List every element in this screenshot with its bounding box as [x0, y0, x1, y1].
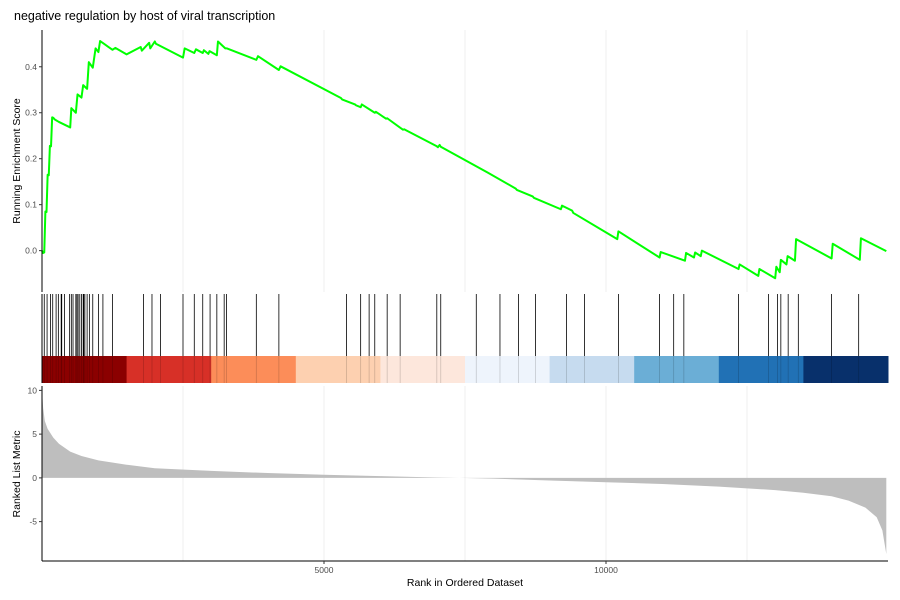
- colorbar-segment: [634, 356, 720, 383]
- colorbar-segment: [803, 356, 889, 383]
- y-tick-label-score: 0.4: [25, 62, 37, 72]
- x-axis-title: Rank in Ordered Dataset: [407, 577, 523, 589]
- metric-layer: [42, 390, 887, 554]
- colorbar-segment: [42, 356, 128, 383]
- y-axis-title-running-score: Running Enrichment Score: [11, 98, 23, 224]
- y-axis-title-metric: Ranked List Metric: [11, 431, 23, 518]
- y-tick-label-score: 0.0: [25, 246, 37, 256]
- y-tick-label-metric: 0: [32, 473, 37, 483]
- y-tick-label-score: 0.3: [25, 108, 37, 118]
- y-tick-label-score: 0.1: [25, 200, 37, 210]
- x-tick-label: 5000: [315, 565, 334, 575]
- colorbar-segment: [718, 356, 804, 383]
- axes-layer: [41, 30, 888, 562]
- colorbar-segment: [549, 356, 635, 383]
- y-tick-label-metric: -5: [29, 517, 37, 527]
- x-tick-label: 10000: [594, 565, 618, 575]
- colorbar-segment: [295, 356, 381, 383]
- ticks-layer: 0.0 0.1 0.2 0.3 0.4 -5 0 5 10 5000 10000: [25, 62, 618, 575]
- colorbar-segment: [211, 356, 297, 383]
- hit-marks: [43, 294, 860, 383]
- rank-colorbar: [42, 356, 889, 383]
- y-tick-label-metric: 5: [32, 429, 37, 439]
- metric-area: [42, 390, 887, 554]
- y-tick-label-score: 0.2: [25, 154, 37, 164]
- chart-title: negative regulation by host of viral tra…: [14, 9, 275, 23]
- colorbar-segment: [465, 356, 551, 383]
- colorbar-segment: [126, 356, 212, 383]
- curve-layer: [41, 40, 887, 280]
- colorbar-segment: [380, 356, 466, 383]
- running-score-line: [41, 40, 887, 280]
- y-tick-label-metric: 10: [28, 385, 38, 395]
